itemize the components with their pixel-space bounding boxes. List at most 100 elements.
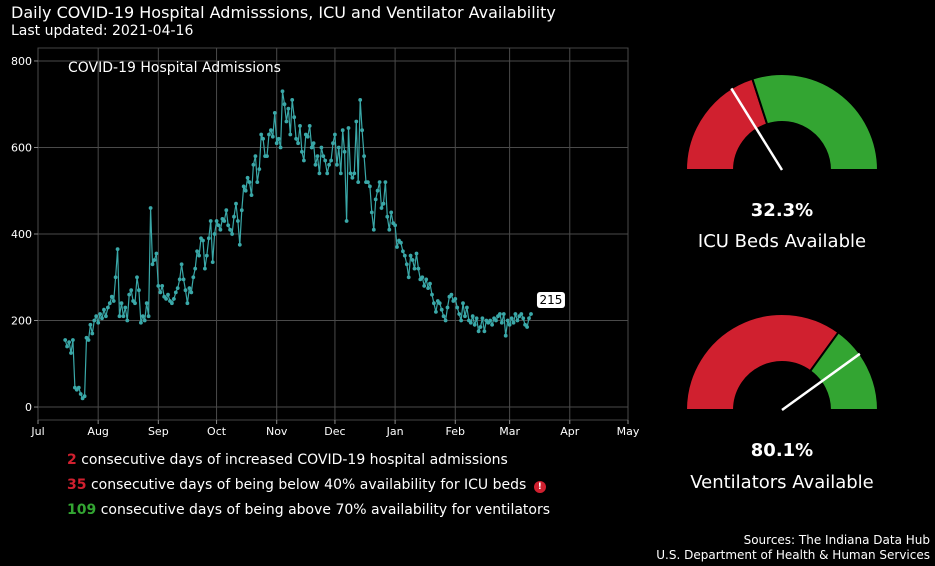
data-point bbox=[253, 154, 258, 159]
data-point bbox=[156, 284, 161, 288]
data-point bbox=[67, 340, 71, 344]
x-tick-label: Feb bbox=[446, 425, 465, 438]
data-point bbox=[375, 188, 380, 193]
data-point bbox=[170, 301, 174, 306]
data-point bbox=[424, 277, 429, 282]
data-point bbox=[309, 145, 314, 150]
gauge-needle bbox=[730, 87, 784, 171]
data-point bbox=[356, 180, 361, 185]
data-point bbox=[243, 188, 248, 193]
last-updated: Last updated: 2021-04-16 bbox=[11, 23, 194, 39]
data-point bbox=[507, 322, 512, 327]
page-title: Daily COVID-19 Hospital Admisssions, ICU… bbox=[11, 3, 556, 22]
data-point bbox=[232, 214, 236, 219]
data-point bbox=[107, 301, 112, 306]
data-point bbox=[300, 149, 304, 154]
stat-text: consecutive days of being below 40% avai… bbox=[90, 477, 527, 493]
data-point bbox=[457, 312, 462, 316]
gauge-needle bbox=[781, 352, 861, 412]
data-point bbox=[82, 394, 87, 399]
data-point bbox=[203, 266, 207, 271]
stat-icu: 35 consecutive days of being below 40% a… bbox=[67, 473, 550, 498]
data-point bbox=[212, 232, 217, 236]
data-point bbox=[239, 208, 244, 213]
data-point bbox=[515, 318, 520, 323]
data-point bbox=[86, 338, 91, 342]
data-point bbox=[410, 258, 415, 262]
data-point bbox=[494, 318, 498, 323]
data-point bbox=[259, 132, 264, 137]
data-point bbox=[362, 154, 366, 159]
data-point bbox=[402, 253, 407, 258]
last-value-box bbox=[536, 292, 565, 309]
data-point bbox=[98, 312, 102, 316]
data-point bbox=[399, 240, 403, 245]
data-point bbox=[69, 351, 73, 355]
stat-text: consecutive days of being above 70% avai… bbox=[100, 502, 551, 518]
data-point bbox=[350, 175, 355, 180]
data-point bbox=[224, 208, 229, 213]
x-tick-label: Dec bbox=[324, 425, 345, 438]
data-point bbox=[509, 316, 514, 321]
data-point bbox=[218, 227, 223, 232]
y-tick-label: 600 bbox=[11, 141, 32, 154]
x-tick-label: Aug bbox=[87, 425, 108, 438]
x-tick-label: Oct bbox=[207, 425, 227, 438]
data-point bbox=[387, 227, 392, 232]
data-point bbox=[420, 275, 425, 280]
data-point bbox=[511, 320, 516, 325]
data-point bbox=[463, 314, 467, 319]
stat-value: 35 bbox=[67, 477, 87, 493]
data-point bbox=[280, 89, 285, 94]
data-point bbox=[468, 320, 473, 325]
data-point bbox=[179, 262, 184, 267]
data-point bbox=[88, 322, 93, 327]
data-point bbox=[315, 154, 320, 159]
data-point bbox=[521, 316, 526, 321]
data-point bbox=[305, 134, 310, 139]
data-point bbox=[360, 128, 364, 133]
data-point bbox=[173, 290, 178, 295]
data-point bbox=[505, 318, 510, 323]
data-point bbox=[278, 145, 283, 150]
data-point bbox=[71, 338, 75, 342]
data-point bbox=[474, 316, 479, 321]
data-point bbox=[336, 145, 341, 150]
alert-icon: ! bbox=[533, 481, 546, 493]
data-point bbox=[499, 320, 504, 325]
data-point bbox=[449, 292, 454, 297]
data-point bbox=[208, 219, 213, 223]
data-point bbox=[430, 292, 434, 297]
data-point bbox=[321, 154, 326, 159]
data-point bbox=[288, 132, 293, 137]
data-point bbox=[63, 338, 68, 342]
data-point bbox=[90, 331, 95, 336]
data-point bbox=[344, 219, 349, 223]
data-point bbox=[214, 219, 219, 223]
data-point bbox=[371, 227, 376, 232]
data-point bbox=[106, 305, 110, 310]
data-point bbox=[255, 180, 260, 185]
data-point bbox=[527, 316, 531, 321]
data-point bbox=[187, 286, 192, 290]
data-point bbox=[234, 201, 238, 206]
data-point bbox=[102, 307, 106, 312]
y-tick-label: 0 bbox=[25, 401, 32, 414]
data-point bbox=[152, 258, 157, 262]
data-point bbox=[104, 314, 108, 319]
data-point bbox=[323, 158, 328, 163]
data-point bbox=[237, 242, 242, 247]
data-point bbox=[317, 171, 322, 176]
gauge-green-zone bbox=[808, 330, 880, 411]
data-point bbox=[377, 180, 382, 185]
data-point bbox=[307, 124, 312, 128]
data-point bbox=[204, 253, 209, 258]
data-point bbox=[476, 329, 481, 334]
data-point bbox=[272, 111, 277, 115]
stat-value: 2 bbox=[67, 452, 77, 468]
data-point bbox=[373, 197, 378, 202]
data-point bbox=[470, 314, 475, 319]
y-tick-label: 200 bbox=[11, 315, 32, 328]
data-point bbox=[406, 275, 411, 280]
data-point bbox=[137, 288, 141, 293]
